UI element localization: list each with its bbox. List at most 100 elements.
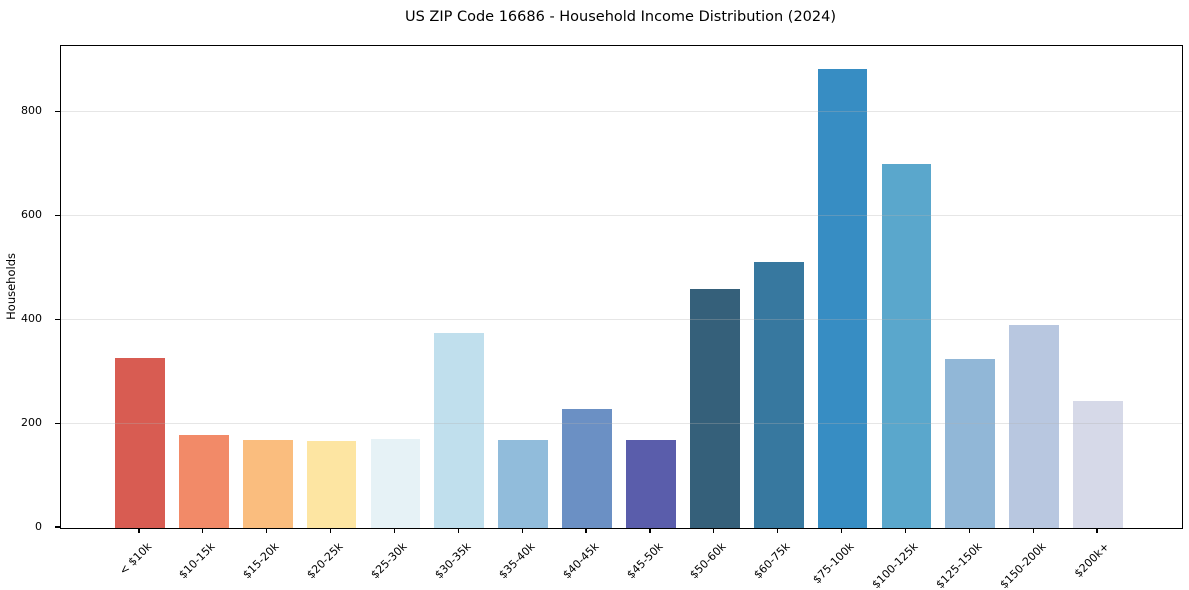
x-tick-slot (746, 528, 810, 535)
x-tick-slot (1065, 528, 1129, 535)
x-tick-mark (457, 528, 459, 533)
bar (178, 435, 229, 528)
y-tick-mark (55, 526, 60, 528)
x-tick-slot (363, 528, 427, 535)
bar-slot (108, 46, 172, 528)
x-axis-category-label: $30-35k (432, 540, 474, 582)
x-axis-category-label: $150-200k (997, 540, 1049, 590)
y-axis-tick-label: 400 (21, 312, 42, 326)
bar (562, 409, 612, 528)
x-tick-slot (107, 528, 171, 535)
x-tick-mark (393, 528, 396, 533)
x-axis-category-label: $200k+ (1072, 540, 1113, 581)
x-label-slot: $200k+ (1065, 534, 1129, 588)
x-tick-mark (904, 528, 907, 533)
x-tick-slot (874, 528, 938, 535)
bar-slot (938, 46, 1002, 528)
x-tick-mark (649, 528, 651, 533)
bar (115, 358, 165, 528)
x-axis-category-label: $10-15k (176, 540, 219, 582)
x-tick-mark (585, 528, 587, 533)
gridline (61, 215, 1182, 217)
x-tick-mark (1096, 528, 1098, 533)
x-axis-category-label: $75-100k (810, 540, 857, 587)
x-axis-category-label: $25-30k (368, 540, 410, 582)
x-tick-slot (937, 528, 1001, 535)
bar-slot (1002, 46, 1066, 528)
x-tick-slot (810, 528, 874, 535)
x-label-slot: $30-35k (426, 534, 490, 588)
x-label-slot: $35-40k (490, 534, 554, 588)
x-axis-category-label: $15-20k (240, 540, 282, 582)
gridline (61, 319, 1182, 321)
bar (434, 333, 485, 528)
y-tick-mark (55, 214, 60, 216)
bar-slot (172, 46, 236, 528)
y-axis-tick-labels: 0 200 400 600 800 (0, 45, 52, 533)
x-label-slot: $60-75k (746, 534, 810, 588)
gridline (61, 111, 1182, 113)
x-axis-category-label: $125-150k (933, 540, 985, 590)
y-tick-mark (55, 110, 60, 113)
x-tick-slot (299, 528, 363, 535)
x-axis-category-label: $40-45k (559, 540, 602, 582)
bar-slot (300, 46, 364, 528)
x-label-slot: $100-125k (869, 534, 938, 590)
x-axis-category-label: $45-50k (623, 540, 666, 582)
x-tick-mark (713, 528, 715, 533)
x-label-slot: $45-50k (618, 534, 682, 588)
x-tick-mark (266, 528, 268, 533)
x-label-slot: $15-20k (235, 534, 299, 588)
x-tick-mark (777, 528, 779, 533)
bar-slot (811, 46, 875, 528)
x-tick-mark (968, 528, 970, 533)
y-axis-tick-label: 200 (21, 416, 42, 430)
x-label-slot: $75-100k (810, 534, 874, 588)
bar (1009, 325, 1060, 528)
chart-title: US ZIP Code 16686 - Household Income Dis… (404, 9, 837, 25)
x-axis-category-label: $35-40k (496, 540, 538, 582)
y-tick-mark (55, 318, 60, 320)
x-tick-mark (138, 528, 140, 533)
gridline (61, 423, 1182, 425)
x-tick-slot (235, 528, 299, 535)
x-label-slot: $50-60k (682, 534, 746, 588)
x-axis-category-label: < $10k (116, 540, 155, 578)
bar-slot (1066, 46, 1130, 528)
bar-slot (683, 46, 747, 528)
x-label-slot: $20-25k (299, 534, 363, 588)
y-axis-tick-label: 600 (21, 208, 42, 222)
bar-slot (364, 46, 428, 528)
x-label-slot: $10-15k (171, 534, 235, 588)
bar (817, 69, 868, 528)
x-axis-category-label: $60-75k (751, 540, 793, 582)
x-tick-slot (426, 528, 490, 535)
y-tick-mark (55, 422, 60, 424)
x-tick-slot (618, 528, 682, 535)
x-axis-category-label: $20-25k (304, 540, 346, 582)
bar (689, 288, 740, 528)
bar (626, 440, 676, 528)
x-axis-category-label: $50-60k (687, 540, 730, 582)
x-label-slot: $25-30k (363, 534, 427, 588)
x-tick-mark (840, 528, 843, 533)
x-tick-slot (682, 528, 746, 535)
x-tick-mark (521, 528, 523, 533)
y-axis-tick-label: 0 (35, 520, 42, 533)
y-axis-tick-marks (55, 45, 60, 528)
bar (498, 440, 549, 528)
bar (881, 164, 932, 528)
bar (1073, 401, 1123, 528)
bars-container (61, 46, 1182, 528)
bar-slot (747, 46, 811, 528)
x-tick-mark (329, 528, 332, 533)
y-axis-tick-label: 800 (21, 104, 42, 118)
bar (242, 440, 293, 528)
bar-slot (427, 46, 491, 528)
bar-slot (236, 46, 300, 528)
x-label-slot: $125-150k (933, 534, 1001, 590)
x-label-slot: < $10k (107, 534, 171, 588)
x-tick-mark (1032, 528, 1034, 533)
bar (370, 439, 421, 528)
